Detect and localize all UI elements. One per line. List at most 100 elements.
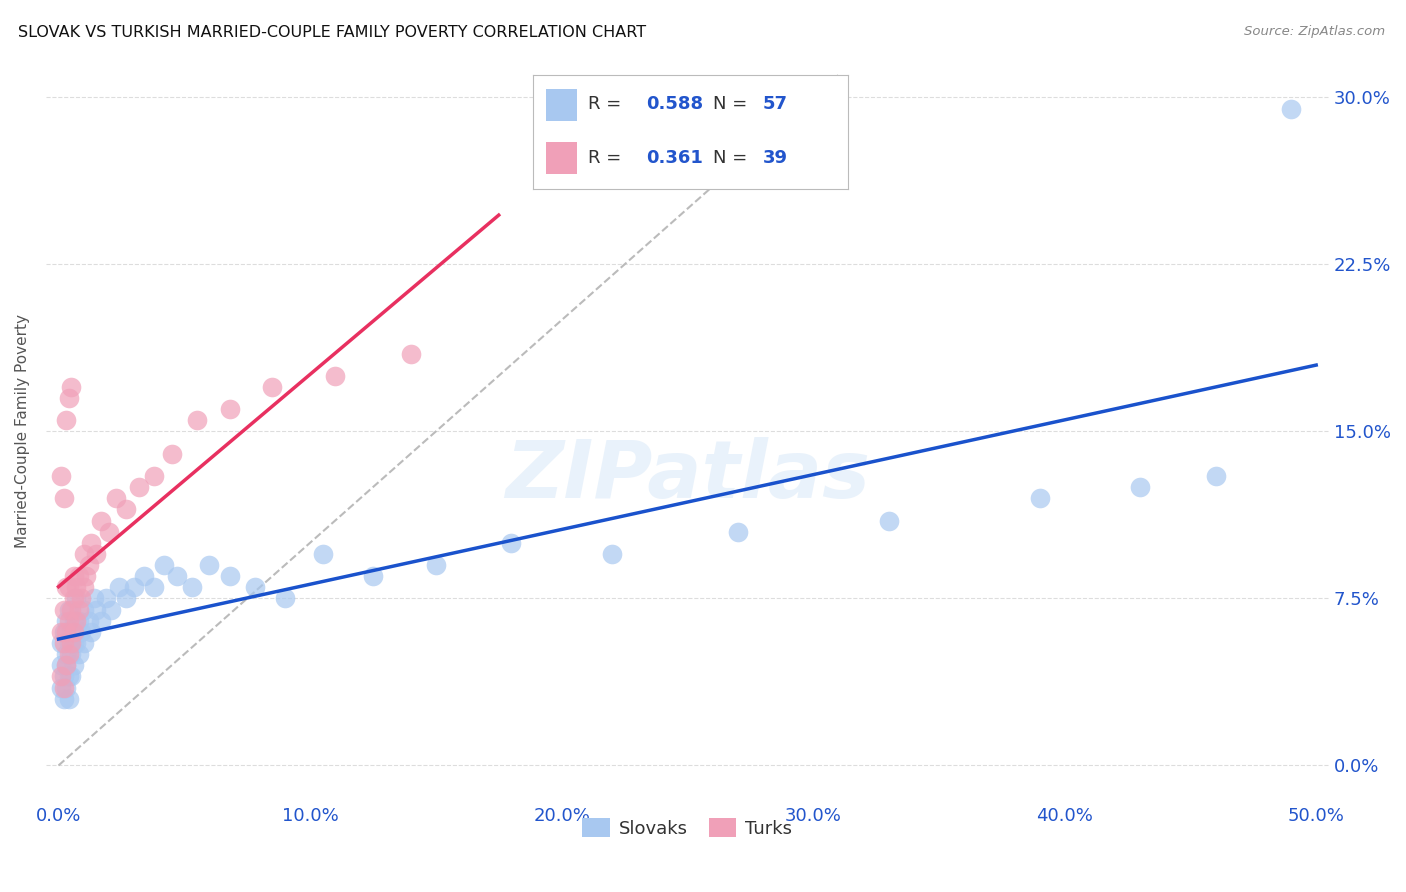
Point	[274, 591, 297, 606]
Text: ZIPatlas: ZIPatlas	[505, 436, 870, 515]
Point	[73, 580, 96, 594]
Point	[62, 614, 84, 628]
Point	[186, 413, 208, 427]
Point	[52, 602, 75, 616]
Point	[1279, 102, 1302, 116]
Point	[262, 380, 284, 394]
Point	[58, 580, 80, 594]
Point	[60, 380, 83, 394]
Point	[1028, 491, 1050, 506]
Point	[143, 580, 166, 594]
Point	[100, 602, 122, 616]
Point	[143, 469, 166, 483]
Point	[60, 669, 83, 683]
Point	[75, 569, 97, 583]
Point	[108, 580, 131, 594]
Point	[65, 580, 87, 594]
Point	[84, 547, 107, 561]
Point	[73, 636, 96, 650]
Point	[67, 647, 90, 661]
Point	[65, 636, 87, 650]
Point	[70, 624, 93, 639]
Point	[1129, 480, 1152, 494]
Point	[80, 624, 103, 639]
Point	[425, 558, 447, 572]
Point	[77, 614, 100, 628]
Y-axis label: Married-Couple Family Poverty: Married-Couple Family Poverty	[15, 315, 30, 549]
Point	[73, 602, 96, 616]
Point	[55, 681, 77, 695]
Point	[58, 602, 80, 616]
Point	[49, 636, 72, 650]
Point	[49, 658, 72, 673]
Point	[198, 558, 221, 572]
Point	[361, 569, 384, 583]
Point	[52, 624, 75, 639]
Point	[132, 569, 155, 583]
Point	[62, 569, 84, 583]
Point	[323, 368, 346, 383]
Point	[218, 402, 240, 417]
Point	[55, 413, 77, 427]
Point	[877, 514, 900, 528]
Point	[115, 502, 138, 516]
Point	[80, 535, 103, 549]
Point	[96, 591, 118, 606]
Point	[52, 691, 75, 706]
Point	[65, 614, 87, 628]
Point	[218, 569, 240, 583]
Point	[60, 636, 83, 650]
Point	[52, 669, 75, 683]
Point	[58, 691, 80, 706]
Point	[67, 614, 90, 628]
Point	[52, 681, 75, 695]
Point	[55, 658, 77, 673]
Point	[311, 547, 333, 561]
Point	[399, 346, 422, 360]
Point	[49, 681, 72, 695]
Point	[60, 647, 83, 661]
Point	[153, 558, 176, 572]
Point	[49, 669, 72, 683]
Point	[55, 580, 77, 594]
Point	[58, 669, 80, 683]
Point	[60, 624, 83, 639]
Point	[52, 636, 75, 650]
Point	[65, 591, 87, 606]
Point	[55, 614, 77, 628]
Point	[180, 580, 202, 594]
Point	[52, 491, 75, 506]
Point	[160, 447, 183, 461]
Point	[55, 624, 77, 639]
Text: SLOVAK VS TURKISH MARRIED-COUPLE FAMILY POVERTY CORRELATION CHART: SLOVAK VS TURKISH MARRIED-COUPLE FAMILY …	[18, 25, 647, 40]
Point	[1205, 469, 1227, 483]
Point	[115, 591, 138, 606]
Point	[70, 591, 93, 606]
Point	[97, 524, 120, 539]
Point	[243, 580, 266, 594]
Point	[90, 514, 112, 528]
Point	[77, 558, 100, 572]
Point	[60, 602, 83, 616]
Point	[62, 591, 84, 606]
Point	[128, 480, 150, 494]
Point	[501, 535, 523, 549]
Legend: Slovaks, Turks: Slovaks, Turks	[575, 811, 800, 845]
Point	[166, 569, 188, 583]
Point	[58, 647, 80, 661]
Point	[58, 391, 80, 405]
Point	[49, 624, 72, 639]
Point	[83, 591, 105, 606]
Point	[49, 469, 72, 483]
Point	[73, 547, 96, 561]
Point	[105, 491, 128, 506]
Point	[58, 636, 80, 650]
Point	[67, 602, 90, 616]
Point	[122, 580, 145, 594]
Point	[55, 658, 77, 673]
Point	[62, 658, 84, 673]
Point	[55, 647, 77, 661]
Point	[600, 547, 623, 561]
Point	[84, 602, 107, 616]
Point	[62, 624, 84, 639]
